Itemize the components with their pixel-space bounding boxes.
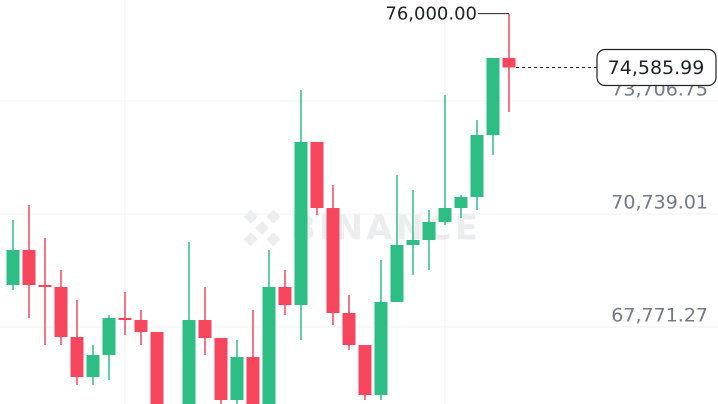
candle-body: [6, 250, 20, 286]
candle-body: [182, 320, 196, 404]
candle-body: [70, 337, 84, 378]
candle-body: [358, 345, 372, 396]
candle-body: [406, 240, 420, 245]
candle-body: [454, 197, 468, 209]
candle-body: [438, 208, 452, 222]
candle-body: [214, 338, 228, 401]
candle-body: [390, 244, 404, 302]
y-tick-label: 67,771.27: [611, 304, 708, 326]
candle-body: [54, 286, 68, 338]
candle-body: [310, 141, 324, 209]
candle-body: [118, 318, 132, 321]
y-tick-label: 70,739.01: [611, 191, 708, 213]
candle-body: [502, 57, 516, 68]
candle-body: [262, 286, 276, 404]
candle-body: [102, 318, 116, 355]
candle-body: [198, 320, 212, 339]
candle-body: [374, 301, 388, 396]
candle-body: [326, 208, 340, 313]
candle-body: [150, 331, 164, 404]
candle-body: [22, 250, 36, 286]
candle-body: [134, 320, 148, 332]
last-price-label: 74,585.99: [608, 57, 705, 79]
candle-body: [246, 357, 260, 404]
watermark-text: BINANCE: [290, 209, 481, 249]
candle-body: [230, 357, 244, 401]
candle-body: [278, 286, 292, 305]
candle-body: [294, 141, 308, 305]
candle-body: [422, 221, 436, 241]
candle-body: [342, 312, 356, 346]
last-price-box: [596, 48, 717, 87]
candle-body: [486, 57, 500, 136]
high-marker-label: 76,000.00: [385, 4, 477, 25]
candle-body: [86, 354, 100, 378]
candle-body: [38, 285, 52, 287]
watermark-logo: [243, 209, 281, 247]
candle-body: [470, 135, 484, 198]
watermark: BINANCE: [243, 209, 481, 249]
